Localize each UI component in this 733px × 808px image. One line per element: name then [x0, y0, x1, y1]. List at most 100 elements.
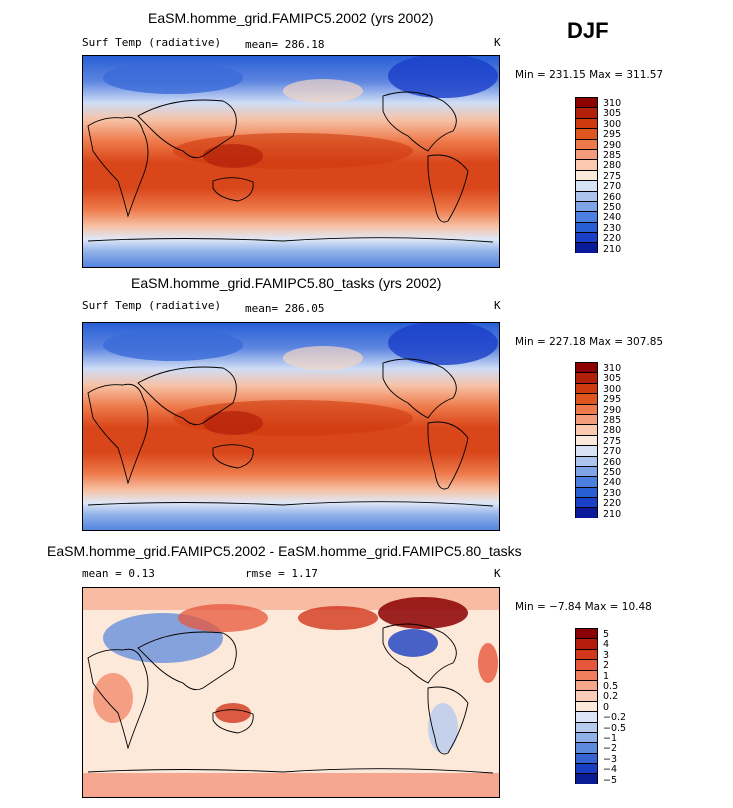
- legend-label: 4: [603, 639, 610, 651]
- legend-label: −3: [603, 753, 618, 765]
- legend-label: 290: [603, 139, 622, 151]
- legend-swatch: [575, 476, 598, 487]
- legend-label: 275: [603, 170, 622, 182]
- legend-swatch: [575, 434, 598, 446]
- legend-swatch: [575, 232, 598, 243]
- legend-label: 0.2: [603, 691, 619, 703]
- legend-label: −1: [603, 733, 618, 744]
- legend-label: 270: [603, 446, 622, 458]
- legend-label: 230: [603, 487, 622, 499]
- panel2-units: K: [494, 299, 501, 312]
- legend-swatch: [575, 700, 598, 712]
- legend-swatch: [575, 372, 598, 383]
- legend-swatch: [575, 242, 598, 253]
- legend-swatch: [575, 773, 598, 784]
- panel2-mean: mean= 286.05: [245, 302, 325, 315]
- panel2-title: EaSM.homme_grid.FAMIPC5.80_tasks (yrs 20…: [131, 275, 442, 291]
- legend-label: 310: [603, 98, 622, 109]
- legend-swatch: [575, 638, 598, 649]
- legend-swatch: [575, 731, 598, 743]
- legend-label: 210: [603, 243, 622, 255]
- panel1-mean: mean= 286.18: [245, 38, 325, 51]
- legend-label: 280: [603, 160, 622, 172]
- panel1-variable: Surf Temp (radiative): [82, 36, 222, 49]
- legend-label: 305: [603, 373, 622, 385]
- legend-swatch: [575, 159, 598, 170]
- panel1-legend: 310 305 300 295 290 285 280 275 270 260 250 240 230 2…: [575, 97, 621, 254]
- legend-label: 295: [603, 129, 622, 141]
- legend-swatch: [575, 497, 598, 508]
- legend-swatch: [575, 721, 598, 732]
- panel1-units: K: [494, 36, 501, 49]
- legend-swatch: [575, 763, 598, 774]
- legend-label: −0.5: [603, 722, 627, 734]
- panel3-legend: 5 4 3 2 1 0.5 0.2 0 −0.2 −0.5 −1 −2 −3 −4 −5: [575, 628, 626, 785]
- legend-swatch: [575, 742, 598, 753]
- legend-swatch: [575, 107, 598, 118]
- legend-swatch: [575, 362, 598, 373]
- legend-label: 230: [603, 222, 622, 234]
- panel1-legend-boxes: 310 305 300 295 290 285 280 275 270 260 250 240 230 2…: [575, 97, 621, 254]
- legend-swatch: [575, 507, 598, 518]
- legend-swatch: [575, 659, 598, 670]
- panel2-minmax: Min = 227.18 Max = 307.85: [515, 336, 664, 348]
- panel2-map: [82, 322, 500, 531]
- legend-label: 280: [603, 425, 622, 437]
- legend-label: 250: [603, 467, 622, 478]
- panel2-map-svg: [83, 323, 499, 530]
- legend-label: 0: [603, 701, 610, 713]
- legend-label: 310: [603, 363, 622, 374]
- legend-swatch: [575, 180, 598, 191]
- legend-label: −5: [603, 774, 618, 786]
- legend-label: 300: [603, 383, 622, 395]
- legend-swatch: [575, 97, 598, 108]
- legend-swatch: [575, 486, 598, 498]
- legend-label: 3: [603, 649, 610, 661]
- panel2-legend-boxes: 310 305 300 295 290 285 280 275 270 260 250 240 230 2…: [575, 362, 621, 519]
- panel3-legend-boxes: 5 4 3 2 1 0.5 0.2 0 −0.2 −0.5 −1 −2 −3 −4 −5: [575, 628, 626, 785]
- legend-swatch: [575, 669, 598, 680]
- legend-swatch: [575, 413, 598, 425]
- panel1-minmax: Min = 231.15 Max = 311.57: [515, 69, 664, 81]
- panel3-minmax: Min = −7.84 Max = 10.48: [515, 601, 652, 613]
- legend-swatch: [575, 211, 598, 222]
- panel2-legend: 310 305 300 295 290 285 280 275 270 260 250 240 230 2…: [575, 362, 621, 519]
- panel1-map: [82, 55, 500, 268]
- legend-label: 270: [603, 181, 622, 193]
- legend-swatch: [575, 382, 598, 394]
- legend-label: 240: [603, 212, 622, 224]
- legend-label: 250: [603, 202, 622, 213]
- legend-label: −4: [603, 764, 618, 776]
- legend-swatch: [575, 169, 598, 181]
- legend-swatch: [575, 424, 598, 435]
- legend-label: 260: [603, 456, 622, 468]
- legend-swatch: [575, 190, 598, 201]
- legend-swatch: [575, 200, 598, 212]
- panel3-title: EaSM.homme_grid.FAMIPC5.2002 - EaSM.homm…: [47, 543, 522, 559]
- panel3-mean: mean = 0.13: [82, 567, 155, 580]
- legend-label: 2: [603, 660, 610, 672]
- legend-swatch: [575, 221, 598, 233]
- legend-label: 290: [603, 404, 622, 416]
- legend-swatch: [575, 628, 598, 639]
- legend-swatch: [575, 393, 598, 404]
- legend-swatch: [575, 711, 598, 722]
- legend-label: 305: [603, 108, 622, 120]
- legend-label: 285: [603, 150, 622, 161]
- legend-swatch: [575, 445, 598, 456]
- legend-swatch: [575, 117, 598, 129]
- panel3-map: [82, 587, 500, 798]
- panel3-rmse: rmse = 1.17: [245, 567, 318, 580]
- legend-swatch: [575, 679, 598, 691]
- legend-label: 210: [603, 508, 622, 520]
- legend-label: 285: [603, 415, 622, 426]
- season-label: DJF: [567, 18, 609, 43]
- legend-swatch: [575, 455, 598, 466]
- legend-swatch: [575, 752, 598, 764]
- legend-swatch: [575, 138, 598, 149]
- legend-swatch: [575, 465, 598, 477]
- legend-label: 1: [603, 670, 610, 682]
- panel3-map-svg: [83, 588, 499, 797]
- legend-swatch: [575, 128, 598, 139]
- legend-label: 275: [603, 435, 622, 447]
